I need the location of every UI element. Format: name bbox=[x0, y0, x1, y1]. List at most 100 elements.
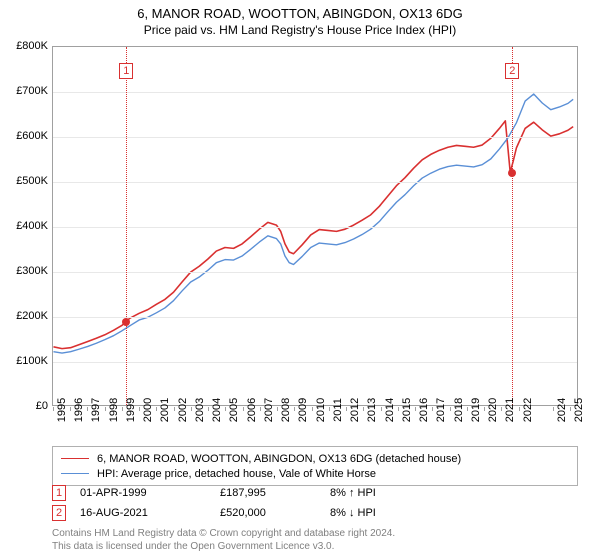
series-price_paid bbox=[53, 121, 573, 349]
legend-label: 6, MANOR ROAD, WOOTTON, ABINGDON, OX13 6… bbox=[97, 453, 461, 465]
event-delta: 8% ↓ HPI bbox=[330, 507, 376, 519]
xtick bbox=[277, 407, 278, 411]
xtick-label: 2024 bbox=[556, 398, 568, 422]
xtick bbox=[105, 407, 106, 411]
xtick bbox=[225, 407, 226, 411]
xtick-label: 2009 bbox=[297, 398, 309, 422]
event-marker: 1 bbox=[52, 485, 66, 501]
event-date: 01-APR-1999 bbox=[80, 487, 220, 499]
event-line bbox=[126, 47, 127, 405]
chart-subtitle: Price paid vs. HM Land Registry's House … bbox=[0, 23, 600, 37]
legend-swatch bbox=[61, 473, 89, 474]
legend-label: HPI: Average price, detached house, Vale… bbox=[97, 468, 376, 480]
events-table: 101-APR-1999£187,9958% ↑ HPI216-AUG-2021… bbox=[52, 484, 578, 524]
xtick bbox=[156, 407, 157, 411]
xtick-label: 2013 bbox=[366, 398, 378, 422]
ytick-label: £200K bbox=[16, 310, 48, 322]
xtick-label: 2017 bbox=[435, 398, 447, 422]
xtick-label: 1998 bbox=[108, 398, 120, 422]
xtick bbox=[70, 407, 71, 411]
xtick bbox=[139, 407, 140, 411]
event-line bbox=[512, 47, 513, 405]
gridline-h bbox=[53, 362, 577, 363]
xtick bbox=[570, 407, 571, 411]
ytick-label: £0 bbox=[36, 400, 48, 412]
event-delta: 8% ↑ HPI bbox=[330, 487, 376, 499]
xtick-label: 2016 bbox=[418, 398, 430, 422]
xtick-label: 2006 bbox=[246, 398, 258, 422]
xtick bbox=[450, 407, 451, 411]
xtick bbox=[329, 407, 330, 411]
event-row: 101-APR-1999£187,9958% ↑ HPI bbox=[52, 484, 578, 502]
event-marker: 2 bbox=[505, 63, 519, 79]
gridline-h bbox=[53, 227, 577, 228]
gridline-h bbox=[53, 317, 577, 318]
xtick-label: 1995 bbox=[56, 398, 68, 422]
ytick-label: £600K bbox=[16, 130, 48, 142]
attribution-line1: Contains HM Land Registry data © Crown c… bbox=[52, 528, 395, 539]
xtick-label: 2018 bbox=[453, 398, 465, 422]
event-marker: 1 bbox=[119, 63, 133, 79]
xtick bbox=[174, 407, 175, 411]
plot-area: 12 bbox=[52, 46, 578, 406]
ytick-label: £500K bbox=[16, 175, 48, 187]
xtick-label: 2005 bbox=[228, 398, 240, 422]
chart-title: 6, MANOR ROAD, WOOTTON, ABINGDON, OX13 6… bbox=[0, 6, 600, 21]
xtick bbox=[519, 407, 520, 411]
xtick-label: 1999 bbox=[125, 398, 137, 422]
xtick bbox=[260, 407, 261, 411]
xtick-label: 1996 bbox=[73, 398, 85, 422]
xtick bbox=[553, 407, 554, 411]
xtick bbox=[294, 407, 295, 411]
legend-swatch bbox=[61, 458, 89, 459]
gridline-h bbox=[53, 182, 577, 183]
xtick bbox=[432, 407, 433, 411]
xtick-label: 2003 bbox=[194, 398, 206, 422]
xtick bbox=[467, 407, 468, 411]
legend-row: 6, MANOR ROAD, WOOTTON, ABINGDON, OX13 6… bbox=[61, 451, 569, 466]
xtick-label: 2002 bbox=[177, 398, 189, 422]
xtick-label: 2000 bbox=[142, 398, 154, 422]
xtick-label: 1997 bbox=[90, 398, 102, 422]
xtick bbox=[363, 407, 364, 411]
event-date: 16-AUG-2021 bbox=[80, 507, 220, 519]
xtick-label: 2011 bbox=[332, 398, 344, 422]
attribution-line2: This data is licensed under the Open Gov… bbox=[52, 541, 334, 552]
legend-row: HPI: Average price, detached house, Vale… bbox=[61, 466, 569, 481]
xtick bbox=[415, 407, 416, 411]
event-price: £520,000 bbox=[220, 507, 330, 519]
event-dot bbox=[122, 318, 130, 326]
xtick-label: 2007 bbox=[263, 398, 275, 422]
xtick-label: 2012 bbox=[349, 398, 361, 422]
xtick bbox=[122, 407, 123, 411]
gridline-h bbox=[53, 92, 577, 93]
series-svg bbox=[53, 47, 577, 405]
xtick-label: 2019 bbox=[470, 398, 482, 422]
xtick bbox=[381, 407, 382, 411]
xtick-label: 2015 bbox=[401, 398, 413, 422]
xtick bbox=[191, 407, 192, 411]
xtick-label: 2025 bbox=[573, 398, 585, 422]
gridline-h bbox=[53, 137, 577, 138]
ytick-label: £100K bbox=[16, 355, 48, 367]
xtick bbox=[501, 407, 502, 411]
ytick-label: £400K bbox=[16, 220, 48, 232]
xtick-label: 2022 bbox=[522, 398, 534, 422]
xtick-label: 2008 bbox=[280, 398, 292, 422]
ytick-label: £300K bbox=[16, 265, 48, 277]
event-marker: 2 bbox=[52, 505, 66, 521]
event-dot bbox=[508, 169, 516, 177]
xtick-label: 2021 bbox=[504, 398, 516, 422]
xtick-label: 2014 bbox=[384, 398, 396, 422]
xtick bbox=[346, 407, 347, 411]
xtick bbox=[53, 407, 54, 411]
title-block: 6, MANOR ROAD, WOOTTON, ABINGDON, OX13 6… bbox=[0, 0, 600, 37]
xtick bbox=[208, 407, 209, 411]
xtick-label: 2004 bbox=[211, 398, 223, 422]
legend: 6, MANOR ROAD, WOOTTON, ABINGDON, OX13 6… bbox=[52, 446, 578, 486]
ytick-label: £700K bbox=[16, 85, 48, 97]
xtick bbox=[484, 407, 485, 411]
xtick-label: 2010 bbox=[315, 398, 327, 422]
xtick bbox=[398, 407, 399, 411]
xtick bbox=[312, 407, 313, 411]
